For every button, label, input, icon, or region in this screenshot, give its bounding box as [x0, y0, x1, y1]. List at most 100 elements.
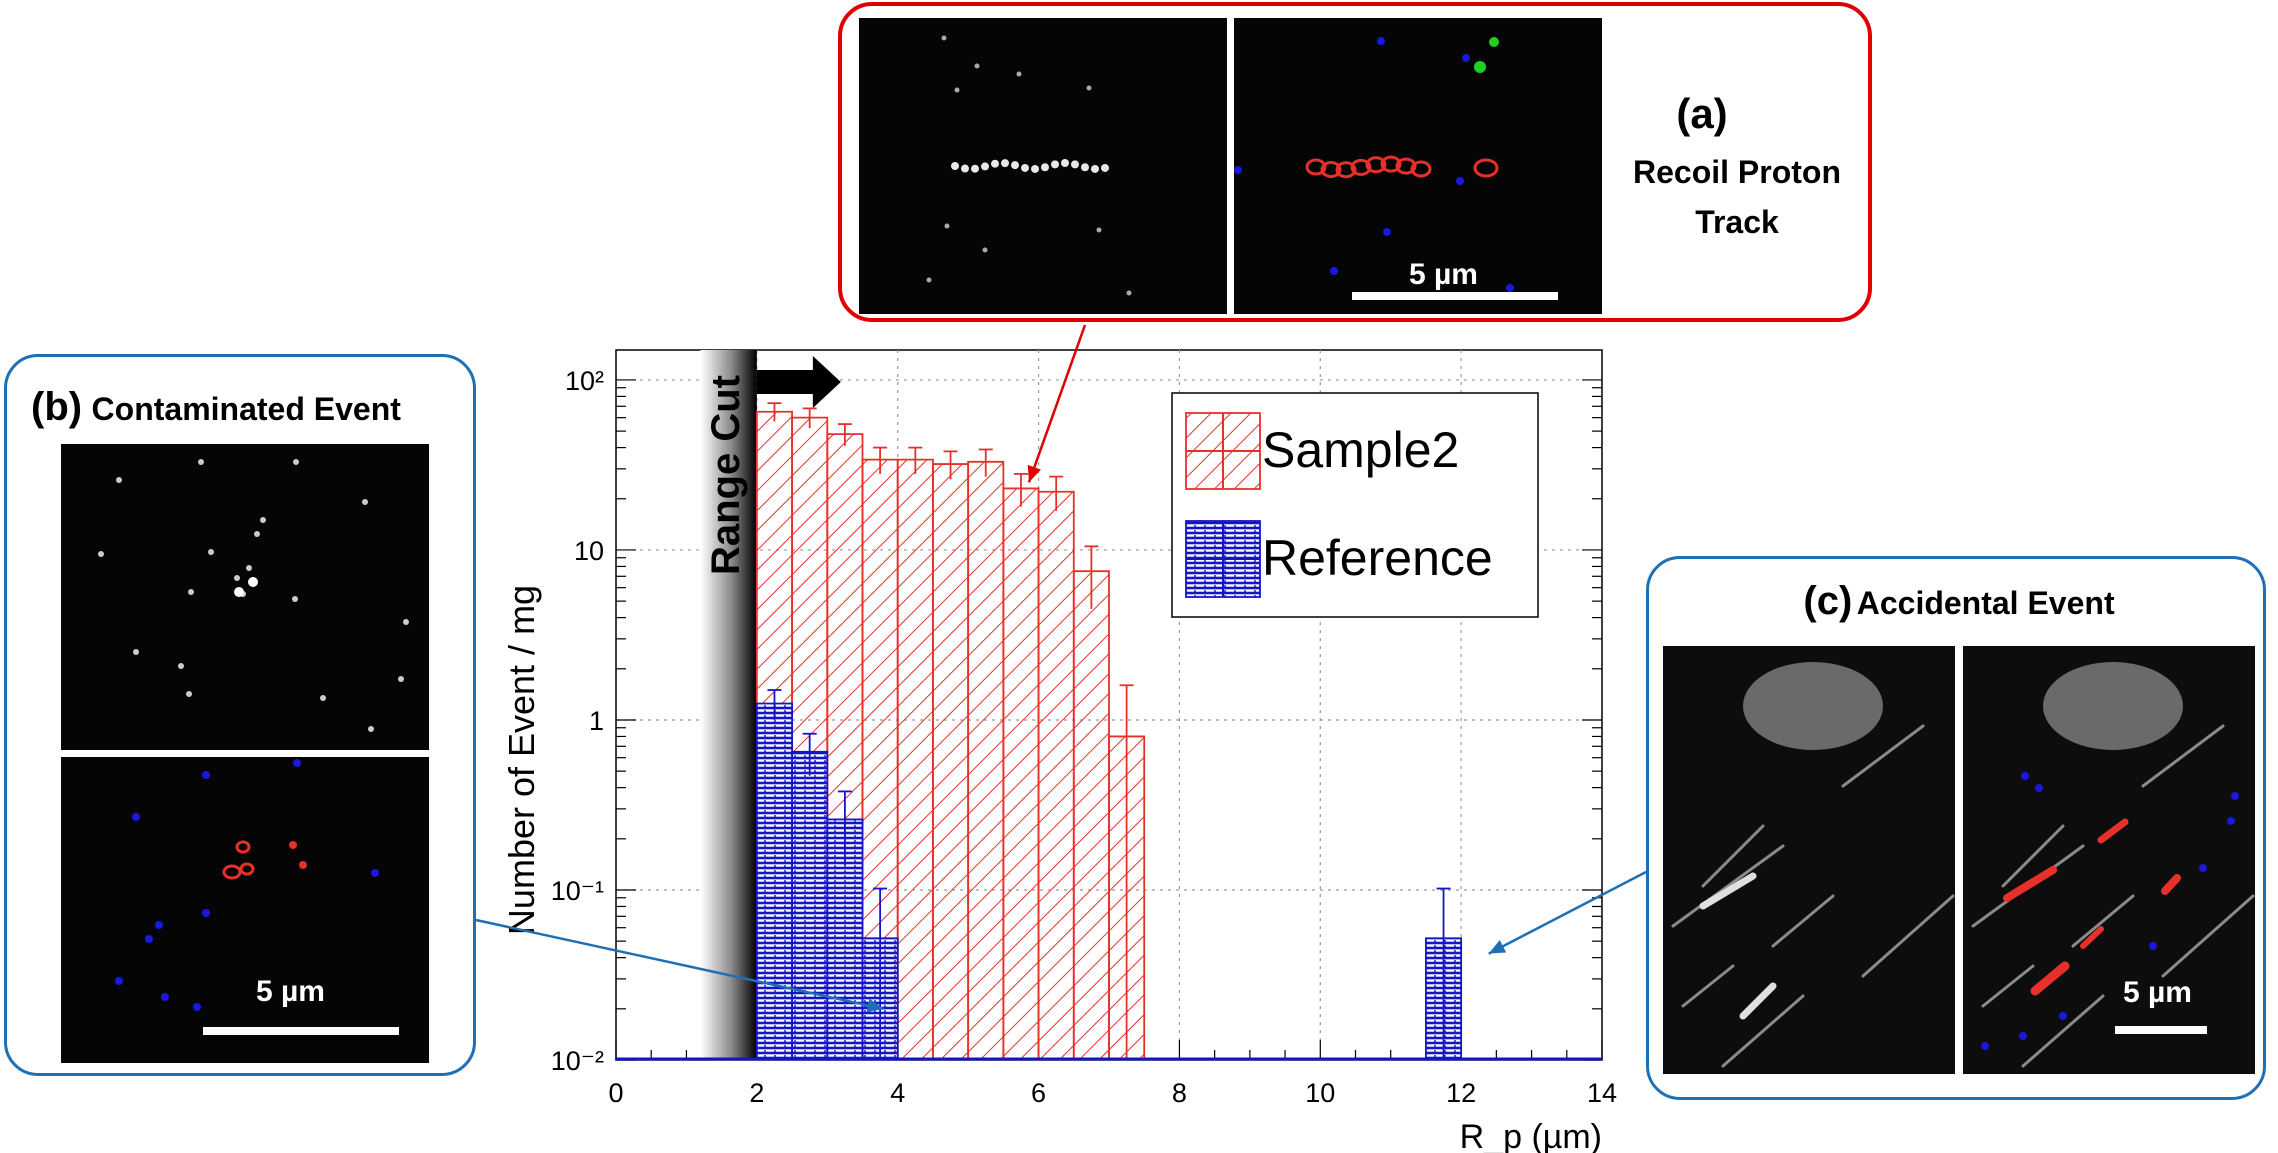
x-tick-label: 0	[608, 1078, 623, 1108]
pointer-arrow-c-head	[1488, 940, 1507, 954]
grain	[398, 676, 404, 682]
grain	[260, 517, 266, 523]
grain	[248, 577, 258, 587]
grain	[178, 663, 184, 669]
grey-blob	[1743, 662, 1883, 750]
track-grain	[991, 159, 999, 168]
grain	[941, 35, 947, 41]
blue-grain	[2227, 817, 2235, 825]
x-tick-label: 8	[1172, 1078, 1187, 1108]
blue-grain	[155, 921, 163, 929]
track-grain	[1081, 163, 1089, 172]
track-outline	[2161, 874, 2181, 895]
track-outline	[1473, 158, 1499, 178]
grain	[403, 619, 409, 625]
blue-grain	[161, 993, 169, 1001]
track-grain	[981, 162, 989, 171]
grain	[208, 549, 214, 555]
blue-grain	[293, 759, 301, 767]
panel-a-raw-grains	[926, 35, 1132, 296]
pointer-arrow-b	[475, 918, 884, 1011]
blue-grain	[2019, 1032, 2027, 1040]
texture-streak	[1721, 994, 1805, 1068]
x-axis-title: R_p (µm)	[1460, 1118, 1602, 1153]
track-grain	[1041, 163, 1049, 172]
grain	[254, 531, 260, 537]
grain	[292, 596, 298, 602]
panel-c-scale-label: 5 µm	[2123, 976, 2192, 1009]
track-outline	[1380, 155, 1402, 173]
panel-b-scale-bar	[203, 1027, 399, 1035]
panel-b-processed-image: 5 µm	[61, 757, 429, 1063]
bright-streak	[1739, 982, 1777, 1020]
grain	[982, 247, 988, 253]
blue-grain	[1456, 177, 1464, 185]
grain	[116, 477, 122, 483]
grain	[186, 691, 192, 697]
texture-streak	[1671, 844, 1785, 928]
track-outline	[2080, 926, 2104, 949]
histogram-bar-sample2	[1073, 571, 1109, 1060]
histogram-bar-sample2	[932, 464, 969, 1060]
grey-blob	[2043, 662, 2183, 750]
y-tick-label: 10⁻²	[551, 1046, 604, 1076]
panel-a-scale-label: 5 µm	[1409, 258, 1478, 291]
x-tick-label: 4	[890, 1078, 905, 1108]
blue-grain	[193, 1003, 201, 1011]
grain	[1096, 227, 1102, 233]
track-grain	[951, 162, 959, 170]
texture-streak	[1981, 964, 2035, 1008]
pointer-arrow-a	[1027, 324, 1087, 483]
x-tick-label: 2	[749, 1078, 764, 1108]
blue-grain	[1462, 54, 1470, 62]
track-grain	[1061, 159, 1069, 168]
legend-label-sample2: Sample2	[1262, 422, 1459, 478]
texture-streak	[1861, 894, 1955, 978]
texture-streak	[1841, 724, 1925, 788]
bright-streak	[1699, 872, 1757, 910]
range-cut-arrow	[756, 355, 841, 408]
grain	[1016, 71, 1022, 77]
blue-grain	[1234, 166, 1242, 174]
panel-b-label: (b)	[31, 385, 83, 429]
panel-b-title: Contaminated Event	[91, 391, 401, 427]
histogram-bar-sample2	[1038, 491, 1074, 1060]
y-tick-label: 10	[574, 536, 604, 566]
grain	[188, 589, 194, 595]
blue-grain	[2035, 784, 2043, 792]
panel-b-scale-label: 5 µm	[256, 975, 325, 1008]
grain	[198, 459, 204, 465]
panel-c-accidental: (c) Accidental Event 5 µm	[1646, 556, 2266, 1100]
range-cut-band	[700, 350, 757, 1060]
panel-c-title: Accidental Event	[1856, 585, 2115, 621]
green-grain	[1489, 37, 1499, 47]
red-grain	[299, 861, 307, 869]
blue-grain	[1377, 37, 1385, 45]
x-tick-label: 6	[1031, 1078, 1046, 1108]
track-grain	[1091, 164, 1099, 173]
pointer-arrow-a-head	[1027, 464, 1041, 483]
track-outline	[2030, 961, 2070, 996]
blue-grain	[2199, 864, 2207, 872]
histogram-bar-reference	[756, 703, 793, 1060]
panel-a-raw-image	[859, 18, 1227, 314]
grain	[98, 551, 104, 557]
blue-grain	[202, 909, 210, 917]
panel-a-title-line1: Recoil Proton	[1632, 154, 1842, 190]
grain	[234, 575, 240, 581]
blue-grain	[371, 869, 379, 877]
x-tick-label: 12	[1446, 1078, 1476, 1108]
grain	[133, 649, 139, 655]
track-outline	[239, 862, 255, 876]
range-cut-label: Range Cut	[704, 375, 748, 575]
panel-a-processed-grains	[1234, 37, 1514, 292]
y-axis-title: Number of Event / mg	[501, 585, 542, 935]
texture-streak	[1701, 824, 1765, 888]
grain	[320, 695, 326, 701]
histogram-bar-sample2	[897, 459, 933, 1060]
x-tick-label: 10	[1305, 1078, 1335, 1108]
track-outline	[1305, 158, 1327, 176]
grain	[954, 87, 960, 93]
grain	[234, 587, 244, 597]
track-grain	[961, 164, 969, 173]
